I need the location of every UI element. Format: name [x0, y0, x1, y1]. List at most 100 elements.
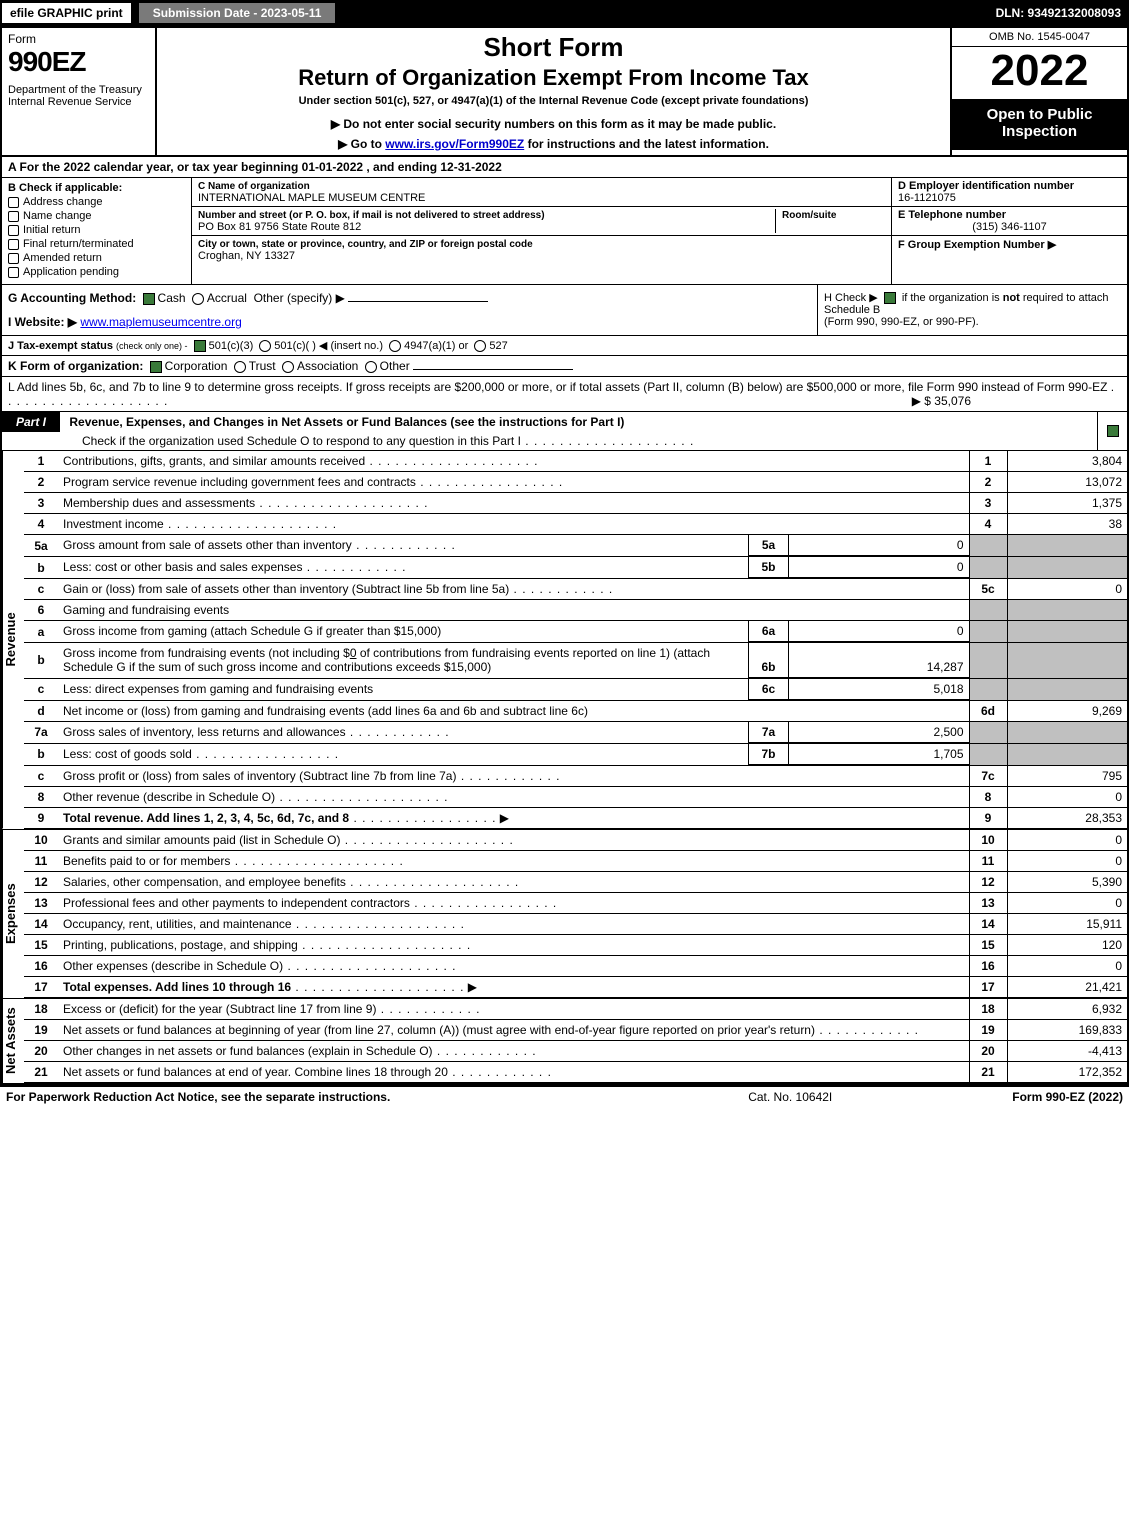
radio-icon[interactable] — [365, 361, 377, 373]
b-header: B Check if applicable: — [8, 182, 185, 194]
footer-cat: Cat. No. 10642I — [748, 1090, 832, 1104]
net-assets-table: 18Excess or (deficit) for the year (Subt… — [24, 999, 1127, 1083]
irs-link[interactable]: www.irs.gov/Form990EZ — [385, 137, 524, 151]
department: Department of the Treasury Internal Reve… — [8, 84, 149, 108]
col-c: C Name of organization INTERNATIONAL MAP… — [192, 178, 892, 284]
l-amount: ▶ $ 35,076 — [912, 394, 971, 408]
phone-val: (315) 346-1107 — [898, 221, 1121, 233]
d-ein: D Employer identification number 16-1121… — [892, 178, 1127, 207]
b-opt-0: Address change — [8, 196, 185, 208]
b-opt-3: Final return/terminated — [8, 238, 185, 250]
b-opt-4: Amended return — [8, 252, 185, 264]
row-l: L Add lines 5b, 6c, and 7b to line 9 to … — [2, 377, 1127, 412]
expenses-side-label: Expenses — [2, 830, 24, 998]
f-group: F Group Exemption Number ▶ — [892, 236, 1127, 253]
checkbox-checked-icon[interactable] — [884, 292, 896, 304]
header-right: OMB No. 1545-0047 2022 Open to Public In… — [952, 28, 1127, 155]
j-label: J Tax-exempt status — [8, 340, 113, 352]
expenses-table: 10Grants and similar amounts paid (list … — [24, 830, 1127, 998]
g-label: G Accounting Method: — [8, 291, 136, 305]
col-b: B Check if applicable: Address change Na… — [2, 178, 192, 284]
row-a: A For the 2022 calendar year, or tax yea… — [2, 157, 1127, 178]
radio-icon[interactable] — [389, 340, 401, 352]
goto-pre: ▶ Go to — [338, 137, 385, 151]
d-lbl: D Employer identification number — [898, 180, 1074, 192]
checkbox-checked-icon[interactable] — [1107, 425, 1119, 437]
revenue-section: Revenue 1Contributions, gifts, grants, a… — [2, 451, 1127, 830]
header-center: Short Form Return of Organization Exempt… — [157, 28, 952, 155]
org-name: INTERNATIONAL MAPLE MUSEUM CENTRE — [198, 192, 425, 204]
checkbox-icon[interactable] — [8, 225, 19, 236]
expenses-section: Expenses 10Grants and similar amounts pa… — [2, 830, 1127, 999]
e-lbl: E Telephone number — [898, 209, 1006, 221]
b-opt-2: Initial return — [8, 224, 185, 236]
goto-note: ▶ Go to www.irs.gov/Form990EZ for instru… — [165, 137, 942, 151]
net-assets-side-label: Net Assets — [2, 999, 24, 1083]
return-title: Return of Organization Exempt From Incom… — [165, 65, 942, 91]
form-header: Form 990EZ Department of the Treasury In… — [2, 28, 1127, 157]
checkbox-icon[interactable] — [8, 267, 19, 278]
radio-icon[interactable] — [259, 340, 271, 352]
omb-number: OMB No. 1545-0047 — [952, 28, 1127, 47]
checkbox-icon[interactable] — [8, 211, 19, 222]
page-footer: For Paperwork Reduction Act Notice, see … — [0, 1087, 1129, 1107]
under-section: Under section 501(c), 527, or 4947(a)(1)… — [165, 95, 942, 107]
radio-icon[interactable] — [234, 361, 246, 373]
open-inspection: Open to Public Inspection — [952, 100, 1127, 150]
ein-val: 16-1121075 — [898, 192, 956, 204]
i-label: I Website: ▶ — [8, 315, 77, 329]
header-left: Form 990EZ Department of the Treasury In… — [2, 28, 157, 155]
c-city-lbl: City or town, state or province, country… — [198, 239, 533, 250]
row-j: J Tax-exempt status (check only one) - 5… — [2, 336, 1127, 356]
block-bcdef: B Check if applicable: Address change Na… — [2, 178, 1127, 285]
revenue-side-label: Revenue — [2, 451, 24, 829]
c-city: City or town, state or province, country… — [192, 236, 891, 264]
e-phone: E Telephone number (315) 346-1107 — [892, 207, 1127, 236]
g-accounting: G Accounting Method: Cash Accrual Other … — [2, 285, 817, 335]
row-gh: G Accounting Method: Cash Accrual Other … — [2, 285, 1127, 336]
radio-icon[interactable] — [192, 293, 204, 305]
row-k: K Form of organization: Corporation Trus… — [2, 356, 1127, 377]
goto-post: for instructions and the latest informat… — [524, 137, 769, 151]
checkbox-icon[interactable] — [8, 197, 19, 208]
k-label: K Form of organization: — [8, 359, 143, 373]
form-word: Form — [8, 32, 149, 46]
room-lbl: Room/suite — [782, 210, 836, 221]
radio-icon[interactable] — [282, 361, 294, 373]
dln: DLN: 93492132008093 — [996, 6, 1129, 20]
c-addr: Number and street (or P. O. box, if mail… — [192, 207, 891, 236]
h-check: H Check ▶ if the organization is not req… — [817, 285, 1127, 335]
checkbox-checked-icon[interactable] — [150, 361, 162, 373]
form-container: Form 990EZ Department of the Treasury In… — [0, 26, 1129, 1087]
ssn-note: ▶ Do not enter social security numbers o… — [165, 117, 942, 131]
c-name-lbl: C Name of organization — [198, 181, 310, 192]
footer-left: For Paperwork Reduction Act Notice, see … — [6, 1090, 390, 1104]
website-link[interactable]: www.maplemuseumcentre.org — [80, 315, 241, 329]
c-name: C Name of organization INTERNATIONAL MAP… — [192, 178, 891, 207]
short-form-title: Short Form — [165, 32, 942, 63]
col-def: D Employer identification number 16-1121… — [892, 178, 1127, 284]
part-i-label: Part I — [2, 412, 60, 432]
checkbox-checked-icon[interactable] — [194, 340, 206, 352]
checkbox-icon[interactable] — [8, 239, 19, 250]
org-address: PO Box 81 9756 State Route 812 — [198, 221, 361, 233]
footer-right: Form 990-EZ (2022) — [1012, 1090, 1123, 1104]
f-lbl: F Group Exemption Number ▶ — [898, 239, 1056, 251]
k-other-line[interactable] — [413, 369, 573, 370]
efile-label: efile GRAPHIC print — [0, 1, 133, 25]
checkbox-checked-icon[interactable] — [143, 293, 155, 305]
other-specify-line[interactable] — [348, 301, 488, 302]
checkbox-icon[interactable] — [8, 253, 19, 264]
submission-date: Submission Date - 2023-05-11 — [137, 1, 338, 25]
part-i-checkbox — [1097, 412, 1127, 450]
b-opt-5: Application pending — [8, 266, 185, 278]
revenue-table: 1Contributions, gifts, grants, and simil… — [24, 451, 1127, 829]
tax-year: 2022 — [952, 47, 1127, 100]
top-bar: efile GRAPHIC print Submission Date - 20… — [0, 0, 1129, 26]
org-city: Croghan, NY 13327 — [198, 250, 295, 262]
part-i-header: Part I Revenue, Expenses, and Changes in… — [2, 412, 1127, 451]
radio-icon[interactable] — [474, 340, 486, 352]
part-i-check-text: Check if the organization used Schedule … — [2, 432, 1097, 450]
b-opt-1: Name change — [8, 210, 185, 222]
net-assets-section: Net Assets 18Excess or (deficit) for the… — [2, 999, 1127, 1085]
